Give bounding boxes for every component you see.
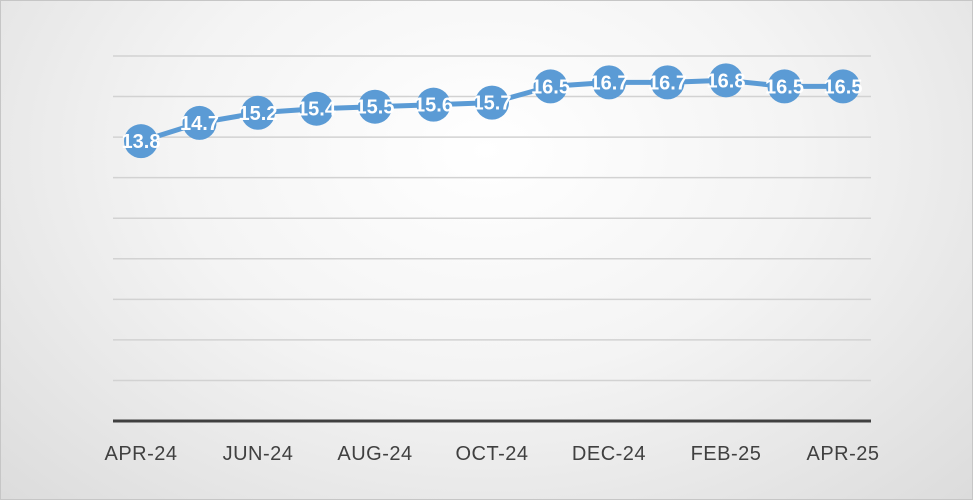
- x-tick-label: OCT-24: [455, 443, 528, 465]
- x-tick-label: APR-24: [104, 443, 177, 465]
- data-point: [767, 69, 802, 104]
- x-tick-label: FEB-25: [691, 443, 762, 465]
- data-label: 16.7: [648, 72, 687, 94]
- data-point: [182, 105, 217, 140]
- data-label: 15.4: [297, 99, 337, 121]
- data-points: [124, 63, 860, 159]
- data-point: [416, 87, 451, 122]
- x-tick-label: JUN-24: [223, 443, 294, 465]
- data-point: [241, 95, 275, 130]
- data-label: 16.5: [765, 76, 804, 98]
- data-label: 16.5: [824, 76, 863, 98]
- data-labels: 13.8 14.7 15.2 15.4 15.5 15.6 15.7 16.5 16.7 16.7…: [122, 70, 863, 153]
- data-label: 13.8: [122, 131, 161, 153]
- data-label: 16.7: [590, 72, 629, 94]
- data-point: [299, 91, 334, 126]
- data-label: 15.6: [414, 95, 453, 117]
- data-label: 16.8: [707, 70, 746, 92]
- data-label: 14.7: [180, 113, 219, 135]
- data-label: 15.7: [473, 93, 512, 115]
- data-point: [358, 89, 392, 124]
- x-axis-tick-labels: APR-24 JUN-24 AUG-24 OCT-24 DEC-24 FEB-25 APR-…: [104, 443, 879, 465]
- data-label: 16.5: [531, 76, 570, 98]
- gridlines: [113, 55, 871, 382]
- x-tick-label: DEC-24: [572, 443, 646, 465]
- data-point: [592, 65, 626, 100]
- data-point: [709, 63, 743, 98]
- x-tick-label: AUG-24: [337, 443, 412, 465]
- data-point: [533, 69, 568, 104]
- data-point: [650, 65, 685, 100]
- data-label: 15.5: [356, 97, 395, 119]
- data-point: [475, 85, 509, 120]
- data-point: [826, 69, 860, 104]
- x-tick-label: APR-25: [806, 443, 879, 465]
- data-label: 15.2: [239, 103, 278, 125]
- data-point: [124, 124, 158, 159]
